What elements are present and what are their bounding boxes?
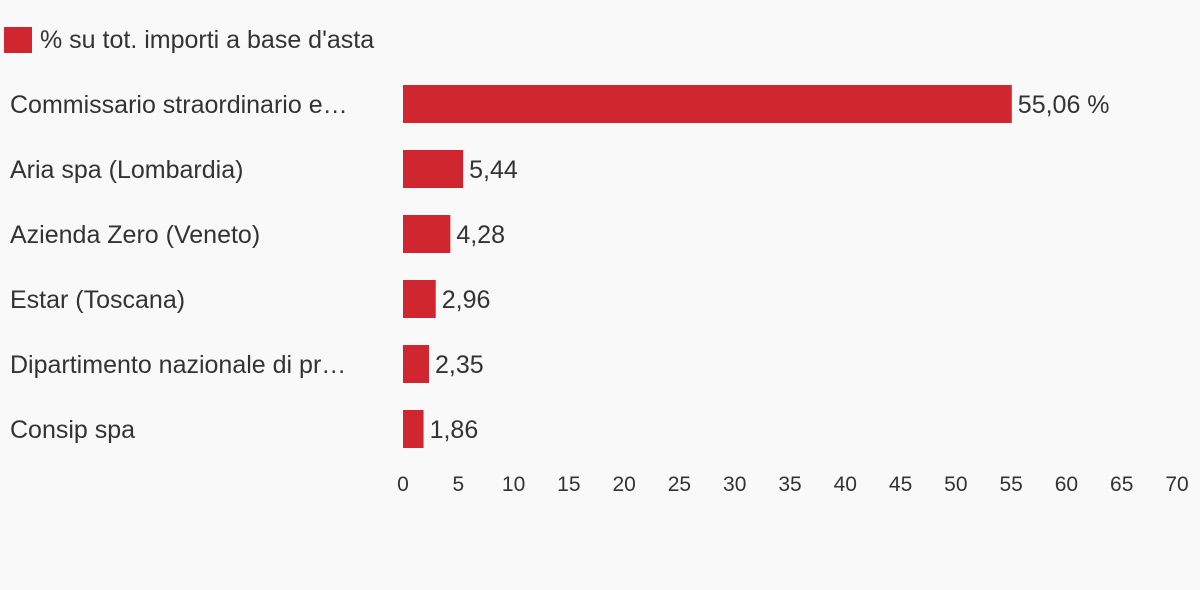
x-tick-label: 0 <box>397 473 409 496</box>
category-label: Estar (Toscana) <box>10 286 185 314</box>
bar <box>403 215 451 253</box>
x-tick-label: 45 <box>889 473 912 496</box>
category-label: Aria spa (Lombardia) <box>10 156 243 184</box>
x-tick-label: 30 <box>723 473 746 496</box>
x-tick-label: 65 <box>1110 473 1133 496</box>
value-label: 2,96 <box>442 286 491 314</box>
value-label: 5,44 <box>469 156 518 184</box>
bar <box>403 410 424 448</box>
x-tick-label: 5 <box>452 473 464 496</box>
value-label: 2,35 <box>435 351 484 379</box>
x-tick-label: 40 <box>834 473 857 496</box>
x-tick-label: 10 <box>502 473 525 496</box>
value-label: 1,86 <box>430 416 479 444</box>
category-label: Consip spa <box>10 416 135 444</box>
bar <box>403 85 1012 123</box>
x-tick-label: 35 <box>778 473 801 496</box>
legend-label: % su tot. importi a base d'asta <box>40 25 375 54</box>
x-tick-label: 20 <box>612 473 635 496</box>
legend: % su tot. importi a base d'asta <box>4 26 374 54</box>
bar <box>403 345 429 383</box>
x-tick-label: 50 <box>944 473 967 496</box>
legend-swatch <box>4 27 32 53</box>
value-label: 55,06 % <box>1018 91 1110 119</box>
category-label: Azienda Zero (Veneto) <box>10 221 260 249</box>
x-tick-label: 25 <box>668 473 691 496</box>
value-label: 4,28 <box>456 221 505 249</box>
bar <box>403 280 436 318</box>
x-tick-label: 60 <box>1055 473 1078 496</box>
bar <box>403 150 464 188</box>
x-tick-label: 55 <box>999 473 1022 496</box>
category-label: Commissario straordinario e… <box>10 91 348 119</box>
x-tick-label: 70 <box>1165 473 1188 496</box>
x-tick-label: 15 <box>557 473 580 496</box>
category-label: Dipartimento nazionale di pr… <box>10 351 346 379</box>
